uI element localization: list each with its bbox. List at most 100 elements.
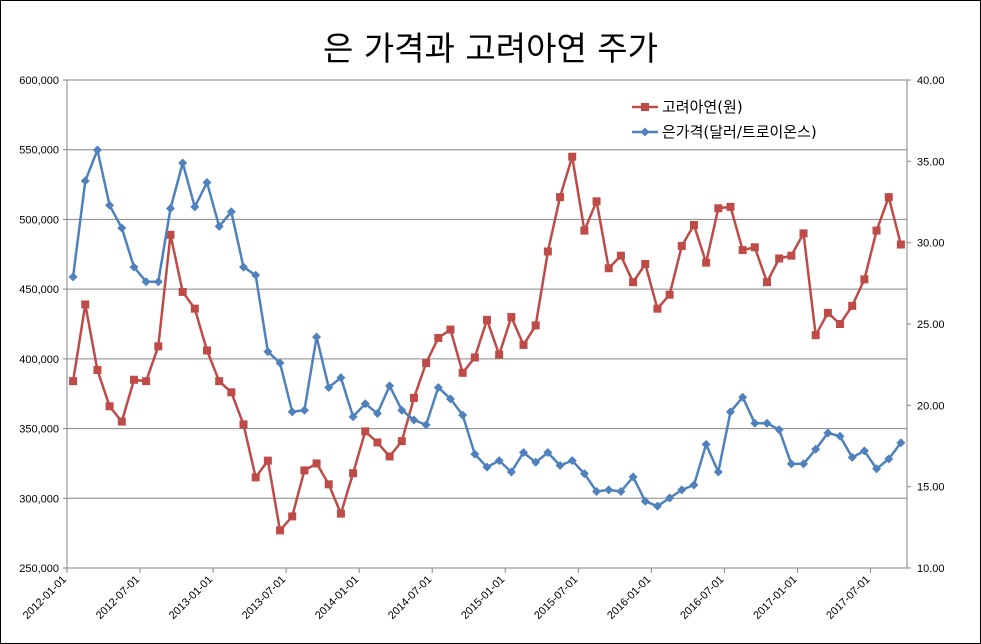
data-point <box>141 277 151 287</box>
data-point <box>68 272 78 282</box>
data-point <box>701 439 711 449</box>
data-point <box>652 501 662 511</box>
data-point <box>494 456 504 466</box>
data-point <box>604 264 613 273</box>
data-point <box>142 377 151 386</box>
data-point <box>763 278 771 287</box>
data-point <box>799 459 809 469</box>
data-point <box>543 247 552 256</box>
x-tick-label: 2017-07-01 <box>824 574 872 622</box>
data-point <box>324 382 334 392</box>
data-point <box>519 340 528 349</box>
data-point <box>372 408 382 418</box>
data-point <box>227 388 236 397</box>
data-point <box>750 243 759 252</box>
x-tick-label: 2014-07-01 <box>386 574 434 622</box>
data-point <box>202 177 212 187</box>
data-point <box>604 485 614 495</box>
data-point <box>165 204 175 214</box>
x-tick-label: 2013-01-01 <box>167 574 215 622</box>
x-axis-ticks: 2012-01-01 2012-07-01 2013-01-01 2013-07-01… <box>21 574 873 622</box>
data-point <box>811 444 821 454</box>
data-point <box>421 420 431 430</box>
data-point <box>153 277 163 287</box>
data-point <box>677 485 687 495</box>
data-point <box>750 418 760 428</box>
left-tick-label: 250,000 <box>19 563 59 575</box>
left-tick-label: 400,000 <box>19 354 59 366</box>
data-point <box>835 431 845 441</box>
data-point <box>848 301 857 310</box>
data-point <box>653 304 662 313</box>
data-point <box>458 410 468 420</box>
data-point <box>470 449 480 459</box>
data-point <box>495 350 504 359</box>
data-point <box>154 342 163 351</box>
data-point <box>263 456 272 465</box>
legend-marker <box>640 127 650 137</box>
series-layer <box>68 145 906 535</box>
data-point <box>93 366 102 375</box>
data-point <box>275 358 285 368</box>
legend-marker <box>641 103 649 111</box>
data-point <box>836 320 845 328</box>
data-point <box>203 346 211 355</box>
x-tick-label: 2017-01-01 <box>751 574 799 622</box>
data-point <box>361 427 370 436</box>
data-point <box>226 207 236 217</box>
data-point <box>299 405 309 415</box>
data-point <box>215 377 224 386</box>
data-point <box>336 373 346 383</box>
data-point <box>117 223 127 233</box>
data-point <box>397 405 407 415</box>
legend: 고려아연(원) 은가격(달러/트로이온스) <box>632 98 817 141</box>
x-tick-label: 2012-01-01 <box>21 574 69 622</box>
data-point <box>872 464 882 474</box>
data-point <box>117 417 126 426</box>
data-point <box>81 300 90 309</box>
right-tick-label: 25.00 <box>917 319 945 331</box>
data-point <box>629 278 638 287</box>
data-point <box>336 509 345 518</box>
x-tick-label: 2016-07-01 <box>678 574 726 622</box>
data-point <box>190 202 200 212</box>
left-tick-label: 550,000 <box>19 145 59 157</box>
axes <box>63 79 911 573</box>
data-point <box>300 466 309 475</box>
data-point <box>470 353 479 362</box>
data-point <box>276 526 285 535</box>
right-tick-label: 15.00 <box>917 482 945 494</box>
data-point <box>713 467 723 477</box>
data-point <box>373 438 382 447</box>
x-tick-label: 2015-01-01 <box>459 574 507 622</box>
data-point <box>665 493 675 503</box>
data-point <box>105 200 115 210</box>
left-tick-label: 350,000 <box>19 424 59 436</box>
data-point <box>458 368 467 377</box>
data-point <box>786 459 796 469</box>
data-point <box>556 193 565 202</box>
left-axis-ticks: 250,000 300,000 350,000 400,000 450,000 500,0… <box>19 75 59 575</box>
data-point <box>483 315 491 324</box>
data-point <box>239 262 249 272</box>
data-point <box>702 258 711 267</box>
data-point <box>239 420 248 429</box>
data-point <box>616 487 626 497</box>
right-axis-ticks: 10.00 15.00 20.00 25.00 30.00 35.00 40.00 <box>917 75 945 575</box>
data-point <box>872 226 881 235</box>
data-point <box>896 240 905 249</box>
data-point <box>385 452 394 461</box>
data-point <box>360 399 370 409</box>
data-point <box>92 145 102 155</box>
data-point <box>312 459 321 468</box>
data-point <box>823 308 832 317</box>
data-point <box>397 437 406 446</box>
data-point <box>287 407 297 417</box>
series-line-2 <box>71 148 902 508</box>
data-point <box>787 251 796 260</box>
data-point <box>859 446 869 456</box>
right-tick-label: 10.00 <box>917 563 945 575</box>
legend-label: 은가격(달러/트로이온스) <box>662 123 817 141</box>
data-point <box>129 375 138 384</box>
data-point <box>738 246 747 255</box>
